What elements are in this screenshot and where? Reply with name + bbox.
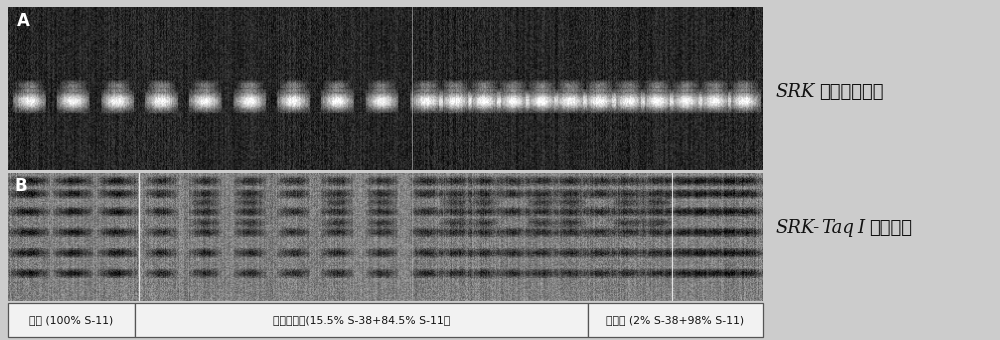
Text: I: I xyxy=(857,219,864,237)
Text: 酶切结果: 酶切结果 xyxy=(869,219,912,237)
Text: 母本不育系(15.5% S-38+84.5% S-11）: 母本不育系(15.5% S-38+84.5% S-11） xyxy=(273,314,450,325)
Text: A: A xyxy=(17,12,30,30)
Bar xyxy=(588,303,763,337)
Bar xyxy=(8,303,135,337)
Text: SRK: SRK xyxy=(775,83,814,101)
Text: B: B xyxy=(14,177,27,195)
Text: 父本 (100% S-11): 父本 (100% S-11) xyxy=(29,314,114,325)
Text: 基因扩增结果: 基因扩增结果 xyxy=(819,83,884,101)
Bar xyxy=(135,303,588,337)
Text: Taq: Taq xyxy=(821,219,854,237)
Text: 保持系 (2% S-38+98% S-11): 保持系 (2% S-38+98% S-11) xyxy=(606,314,744,325)
Text: SRK-: SRK- xyxy=(775,219,819,237)
